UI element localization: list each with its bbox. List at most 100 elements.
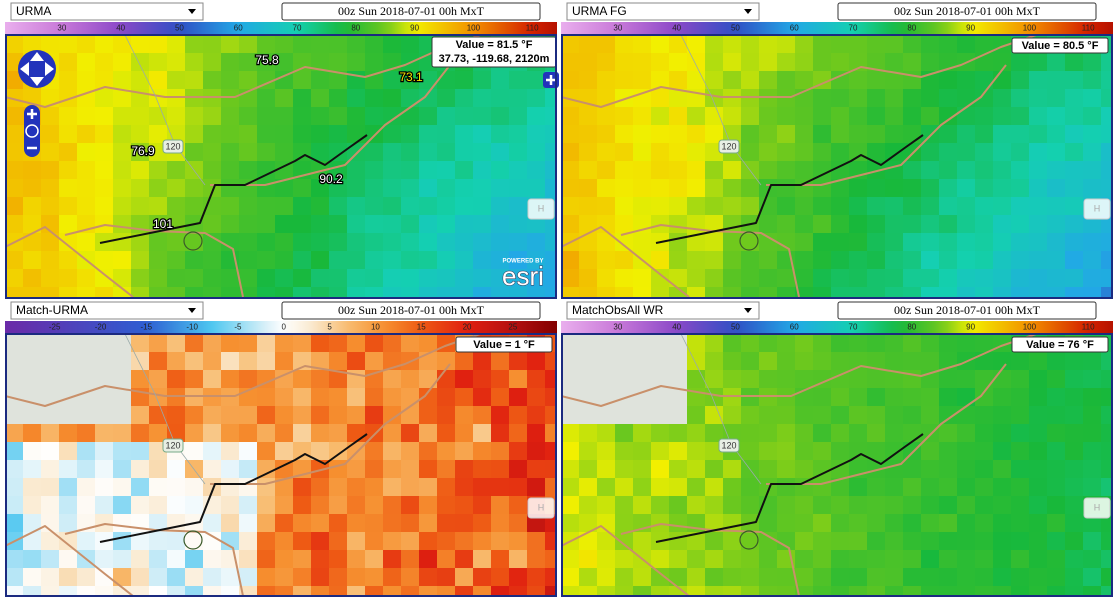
- grid-cell: [957, 71, 976, 90]
- grid-cell: [1065, 532, 1084, 551]
- grid-cell: [849, 586, 868, 596]
- grid-cell: [867, 406, 886, 425]
- grid-cell: [849, 89, 868, 108]
- grid-cell: [975, 442, 994, 461]
- grid-cell: [275, 334, 294, 353]
- grid-cell: [741, 388, 760, 407]
- grid-cell: [777, 496, 796, 515]
- grid-cell: [849, 568, 868, 587]
- grid-cell: [849, 251, 868, 270]
- grid-cell: [903, 179, 922, 198]
- grid-cell: [41, 496, 60, 515]
- pan-control[interactable]: [18, 50, 56, 88]
- product-dropdown[interactable]: [10, 2, 204, 21]
- product-name: MatchObsAll WR: [572, 303, 664, 317]
- grid-cell: [419, 71, 438, 90]
- grid-cell: [95, 478, 114, 497]
- grid-cell: [1047, 233, 1066, 252]
- grid-cell: [383, 125, 402, 144]
- product-dropdown[interactable]: [10, 301, 204, 320]
- grid-cell: [203, 370, 222, 389]
- home-button[interactable]: [527, 198, 555, 220]
- grid-cell: [77, 197, 96, 216]
- grid-cell: [41, 550, 60, 569]
- grid-cell: [561, 215, 580, 234]
- grid-cell: [527, 71, 546, 90]
- grid-cell: [903, 53, 922, 72]
- grid-cell: [1101, 514, 1113, 533]
- grid-cell: [329, 197, 348, 216]
- grid-cell: [419, 496, 438, 515]
- grid-cell: [903, 197, 922, 216]
- boundary: [64, 224, 244, 298]
- home-button[interactable]: [1083, 497, 1111, 519]
- grid-cell: [777, 406, 796, 425]
- grid-cell: [1083, 550, 1102, 569]
- grid-cell: [993, 125, 1012, 144]
- road-number: 120: [165, 141, 180, 151]
- grid-cell: [311, 514, 330, 533]
- grid-cell: [167, 179, 186, 198]
- grid-cell: [527, 143, 546, 162]
- home-button[interactable]: [527, 497, 555, 519]
- grid-cell: [795, 586, 814, 596]
- grid-cell: [239, 352, 258, 371]
- home-button[interactable]: [1083, 198, 1111, 220]
- grid-cell: [149, 532, 168, 551]
- grid-cell: [795, 550, 814, 569]
- grid-cell: [885, 532, 904, 551]
- grid-cell: [437, 89, 456, 108]
- grid-cell: [579, 251, 598, 270]
- colorbar-tick-label: 10: [371, 323, 380, 332]
- grid-cell: [597, 478, 616, 497]
- grid-cell: [185, 496, 204, 515]
- globe-button[interactable]: [25, 124, 39, 138]
- grid-cell: [669, 550, 688, 569]
- grid-cell: [795, 125, 814, 144]
- grid-cell: [221, 269, 240, 288]
- grid-cell: [723, 107, 742, 126]
- grid-cell: [939, 35, 958, 54]
- grid-cell: [885, 233, 904, 252]
- grid-cell: [491, 143, 510, 162]
- grid-cell: [1047, 107, 1066, 126]
- grid-cell: [939, 424, 958, 443]
- location-marker: [183, 231, 203, 251]
- grid-cell: [455, 496, 474, 515]
- grid-cell: [491, 352, 510, 371]
- boundary: [5, 525, 134, 596]
- grid-cell: [615, 215, 634, 234]
- grid-cell: [455, 406, 474, 425]
- road-shield: [162, 438, 184, 453]
- grid-cell: [545, 532, 557, 551]
- grid-cell: [185, 35, 204, 54]
- grid-cell: [23, 568, 42, 587]
- grid-cell: [167, 89, 186, 108]
- grid-cell: [5, 125, 24, 144]
- grid-cell: [993, 550, 1012, 569]
- grid-cell: [401, 370, 420, 389]
- grid-cell: [921, 35, 940, 54]
- grid-cell: [329, 478, 348, 497]
- grid-cell: [813, 388, 832, 407]
- grid-cell: [1029, 53, 1048, 72]
- product-dropdown[interactable]: [566, 301, 760, 320]
- road-shield: [162, 139, 184, 154]
- grid-cell: [849, 287, 868, 298]
- grid-cell: [903, 143, 922, 162]
- value-box: [455, 336, 553, 353]
- product-dropdown[interactable]: [566, 2, 760, 21]
- zoom-in[interactable]: [27, 109, 37, 119]
- value-box: [1011, 37, 1109, 54]
- grid-cell: [1011, 532, 1030, 551]
- grid-cell: [849, 532, 868, 551]
- grid-cell: [705, 352, 724, 371]
- grid-cell: [203, 233, 222, 252]
- grid-cell: [329, 53, 348, 72]
- grid-cell: [311, 53, 330, 72]
